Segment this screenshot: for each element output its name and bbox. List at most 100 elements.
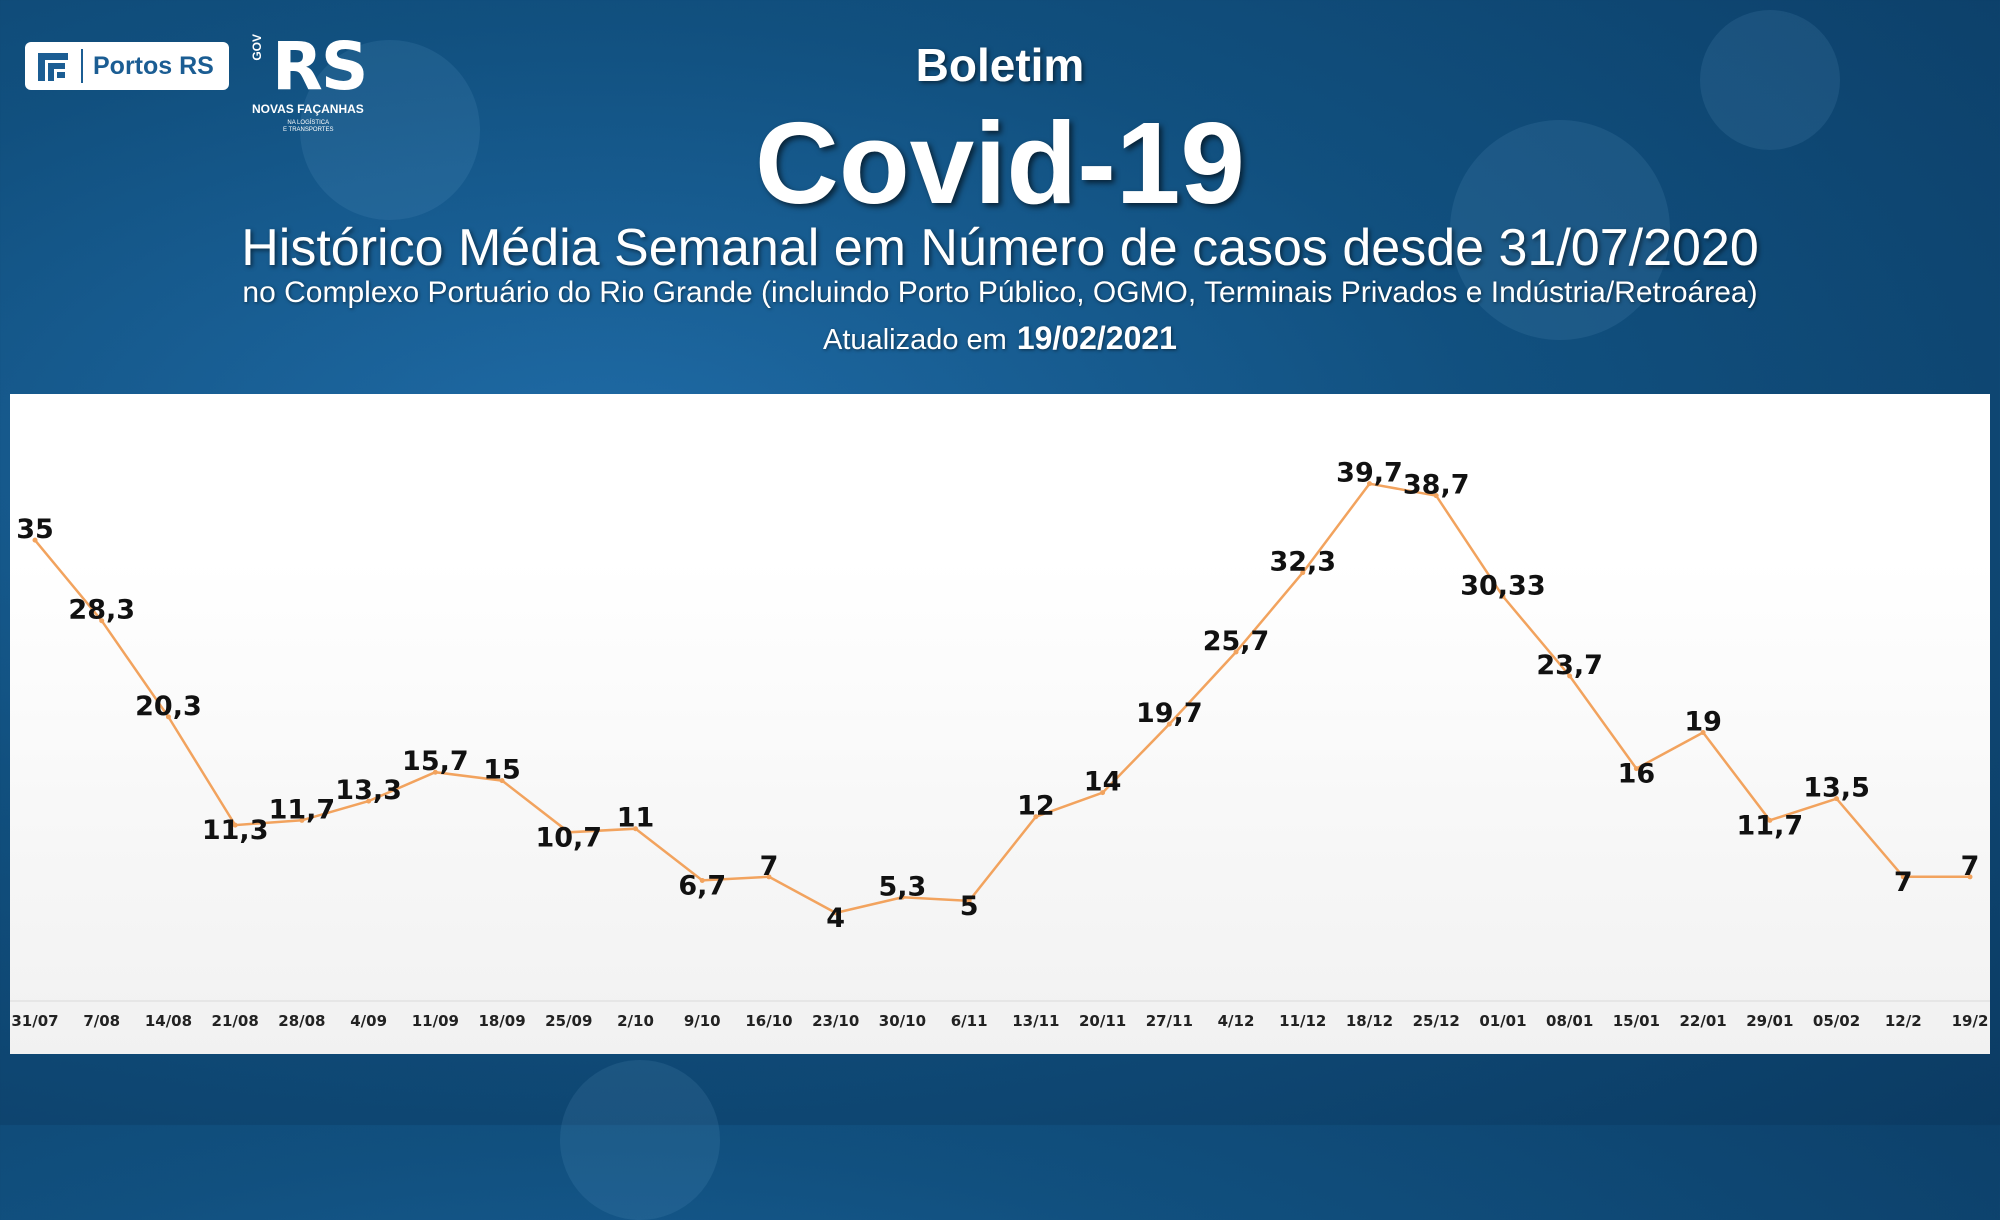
- x-tick-label: 30/10: [879, 1012, 926, 1030]
- x-tick-label: 29/01: [1746, 1012, 1793, 1030]
- updated-label: Atualizado em: [823, 324, 1007, 356]
- data-label: 5: [960, 891, 979, 922]
- data-label: 16: [1618, 759, 1656, 790]
- background-virus-shape: [1700, 10, 1840, 150]
- background-virus-shape: [1450, 120, 1670, 340]
- x-tick-label: 6/11: [951, 1012, 988, 1030]
- x-tick-label: 18/09: [478, 1012, 525, 1030]
- gov-rs-brand: RS: [272, 28, 368, 105]
- chart-panel: 35 28,3 20,3 11,3 11,7 13,3 15,7 15 10,7 11 6,7 7 4 5…: [10, 394, 1990, 1054]
- data-point: [966, 898, 972, 904]
- data-point: [1300, 570, 1306, 576]
- updated-date: 19/02/2021: [1016, 320, 1177, 356]
- data-point: [99, 618, 105, 624]
- data-point: [1166, 721, 1172, 727]
- data-point: [32, 537, 38, 543]
- data-point: [1700, 730, 1706, 736]
- x-tick-label: 28/08: [278, 1012, 325, 1030]
- data-point: [1767, 817, 1773, 823]
- series-line: [34, 482, 1970, 915]
- x-tick-label: 01/01: [1479, 1012, 1526, 1030]
- gov-rs-logo: GOV RS NOVAS FAÇANHAS NA LOGÍSTICA E TRA…: [250, 28, 375, 140]
- data-label: 10,7: [535, 822, 602, 853]
- logo-separator: [81, 49, 83, 83]
- data-label: 15,7: [402, 746, 469, 777]
- data-label: 30,33: [1460, 570, 1545, 601]
- x-tick-label: 4/12: [1218, 1012, 1255, 1030]
- background-virus-shape: [560, 1060, 720, 1220]
- updated-line: Atualizado em 19/02/2021: [0, 320, 2000, 357]
- x-tick-label: 7/08: [83, 1012, 120, 1030]
- data-label: 13,3: [335, 775, 402, 806]
- x-tick-label: 4/09: [350, 1012, 387, 1030]
- x-tick-label: 27/11: [1146, 1012, 1193, 1030]
- x-tick-label: 11/12: [1279, 1012, 1326, 1030]
- data-point: [432, 769, 438, 775]
- data-label: 35: [16, 514, 54, 545]
- x-tick-label: 14/08: [145, 1012, 192, 1030]
- data-point: [366, 798, 372, 804]
- data-point: [299, 817, 305, 823]
- x-tick-label: 16/10: [745, 1012, 792, 1030]
- x-tick-label: 9/10: [684, 1012, 721, 1030]
- x-tick-label: 08/01: [1546, 1012, 1593, 1030]
- portos-rs-logo: Portos RS: [25, 42, 229, 90]
- data-point: [1900, 874, 1906, 880]
- data-label: 7: [1894, 867, 1913, 898]
- data-point: [1100, 790, 1106, 796]
- data-point: [833, 910, 839, 916]
- x-tick-label: 25/12: [1413, 1012, 1460, 1030]
- gov-rs-tagline: NOVAS FAÇANHAS: [252, 102, 364, 116]
- data-label: 11,7: [1737, 810, 1804, 841]
- data-point: [1633, 766, 1639, 772]
- data-label: 11,7: [269, 794, 336, 825]
- x-tick-label: 22/01: [1679, 1012, 1726, 1030]
- data-point: [1967, 874, 1973, 880]
- page-description: no Complexo Portuário do Rio Grande (inc…: [242, 276, 1758, 309]
- data-point: [1366, 481, 1372, 487]
- x-tick-label: 25/09: [545, 1012, 592, 1030]
- data-point: [1500, 593, 1506, 599]
- data-label: 4: [826, 903, 845, 934]
- x-tick-label: 20/11: [1079, 1012, 1126, 1030]
- data-point: [899, 894, 905, 900]
- data-label: 11: [617, 803, 655, 834]
- x-tick-label: 19/2: [1952, 1012, 1989, 1030]
- background-virus-shape: [300, 40, 480, 220]
- data-point: [232, 822, 238, 828]
- x-tick-label: 12/2: [1885, 1012, 1922, 1030]
- data-label: 13,5: [1803, 773, 1870, 804]
- data-label: 20,3: [135, 691, 202, 722]
- data-label: 28,3: [68, 595, 135, 626]
- data-label: 38,7: [1403, 470, 1470, 501]
- data-point: [566, 829, 572, 835]
- data-label: 19: [1684, 707, 1722, 738]
- gov-rs-tagline-small-2: E TRANSPORTES: [283, 127, 334, 133]
- x-tick-label: 21/08: [212, 1012, 259, 1030]
- data-label: 7: [1961, 851, 1980, 882]
- data-label: 14: [1084, 767, 1122, 798]
- data-point: [165, 714, 171, 720]
- data-point: [1433, 493, 1439, 499]
- data-point: [1033, 814, 1039, 820]
- data-label: 25,7: [1203, 626, 1270, 657]
- gov-rs-tagline-small-1: NA LOGÍSTICA: [287, 120, 330, 126]
- x-tick-label: 15/01: [1613, 1012, 1660, 1030]
- data-point: [1834, 796, 1840, 802]
- gov-rs-tagline-small: NA LOGÍSTICA E TRANSPORTES: [283, 120, 333, 134]
- page-subtitle: Histórico Média Semanal em Número de cas…: [241, 219, 1759, 277]
- x-tick-label: 23/10: [812, 1012, 859, 1030]
- data-label: 6,7: [678, 870, 726, 901]
- data-point: [699, 877, 705, 883]
- data-point: [766, 874, 772, 880]
- data-label: 5,3: [878, 871, 926, 902]
- portos-rs-emblem-icon: [38, 53, 68, 81]
- data-label: 12: [1017, 791, 1055, 822]
- header-kicker: Boletim: [915, 39, 1085, 91]
- data-label: 23,7: [1536, 650, 1603, 681]
- data-label: 39,7: [1336, 458, 1403, 489]
- data-label: 11,3: [202, 815, 269, 846]
- data-label: 7: [760, 851, 779, 882]
- x-tick-label: 13/11: [1012, 1012, 1059, 1030]
